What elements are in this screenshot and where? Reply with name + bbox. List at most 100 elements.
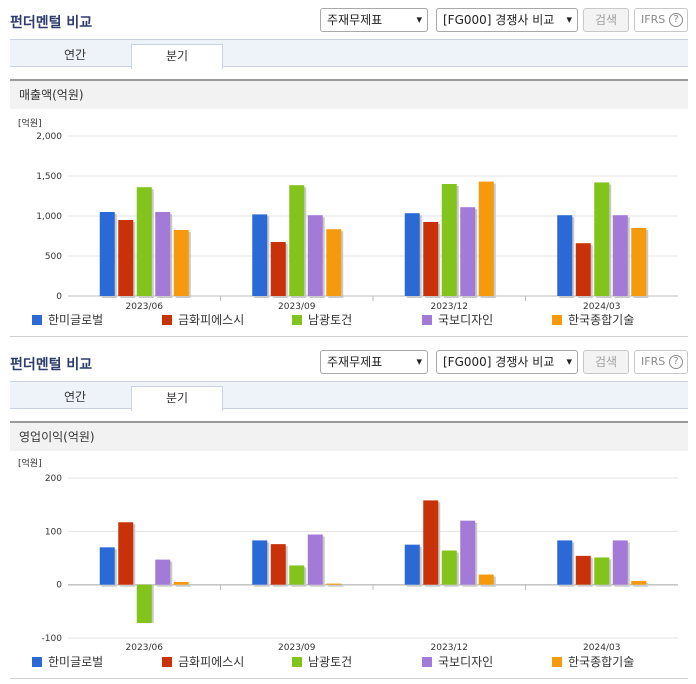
legend-item[interactable]: 금화피에스시 xyxy=(162,312,244,330)
bar xyxy=(307,534,323,585)
legend-swatch xyxy=(422,315,432,325)
help-icon[interactable]: ? xyxy=(669,355,683,369)
x-tick-label: 2023/06 xyxy=(126,302,164,310)
legend-label: 국보디자인 xyxy=(438,313,494,327)
legend-label: 한미글로벌 xyxy=(48,655,104,669)
x-tick-label: 2024/03 xyxy=(583,302,620,310)
y-tick-label: -100 xyxy=(42,634,63,644)
y-tick-label: 0 xyxy=(56,292,62,302)
legend-label: 금화피에스시 xyxy=(178,655,245,669)
legend-label: 금화피에스시 xyxy=(178,313,245,327)
bar xyxy=(326,229,342,296)
statement-select[interactable]: 주재무제표 ▾ xyxy=(320,8,428,32)
divider xyxy=(10,678,688,679)
bar-shadow xyxy=(328,585,344,587)
legend-label: 한미글로벌 xyxy=(48,313,104,327)
chevron-down-icon: ▾ xyxy=(416,355,422,368)
legend-swatch xyxy=(292,657,302,667)
bar xyxy=(173,582,189,585)
legend-item[interactable]: 한국종합기술 xyxy=(552,654,634,672)
ifrs-button[interactable]: IFRS? xyxy=(634,350,688,374)
legend-label: 남광토건 xyxy=(308,313,353,327)
ifrs-button[interactable]: IFRS? xyxy=(634,8,688,32)
bar xyxy=(118,522,134,585)
legend-swatch xyxy=(32,315,42,325)
bar xyxy=(155,212,171,296)
y-tick-label: 2,000 xyxy=(36,132,62,142)
chevron-down-icon: ▾ xyxy=(416,13,422,26)
x-tick-label: 2023/12 xyxy=(431,302,468,310)
bar xyxy=(173,230,189,296)
period-tabbar: 연간 분기 xyxy=(10,39,688,69)
legend-item[interactable]: 한미글로벌 xyxy=(32,654,103,672)
legend-swatch xyxy=(552,315,562,325)
tab-quarterly[interactable]: 분기 xyxy=(131,386,223,411)
bar xyxy=(575,555,591,585)
period-tabbar: 연간 분기 xyxy=(10,381,688,411)
help-icon[interactable]: ? xyxy=(669,13,683,27)
legend-swatch xyxy=(422,657,432,667)
legend-swatch xyxy=(32,657,42,667)
y-tick-label: 0 xyxy=(56,581,62,591)
y-tick-label: 500 xyxy=(45,252,62,262)
bar xyxy=(460,520,476,585)
bar xyxy=(557,540,573,585)
bar xyxy=(252,214,268,296)
legend-item[interactable]: 남광토건 xyxy=(292,654,352,672)
bar xyxy=(423,222,439,296)
x-tick-label: 2024/03 xyxy=(583,643,620,652)
bar-shadow xyxy=(633,582,649,587)
bar xyxy=(441,550,457,585)
tab-annual[interactable]: 연간 xyxy=(63,48,87,62)
bar xyxy=(441,184,457,296)
x-tick-label: 2023/12 xyxy=(431,643,468,652)
bar xyxy=(612,215,628,296)
legend-label: 한국종합기술 xyxy=(568,655,635,669)
legend-item[interactable]: 국보디자인 xyxy=(422,312,493,330)
legend-item[interactable]: 한국종합기술 xyxy=(552,312,634,330)
bar xyxy=(478,181,494,296)
x-tick-label: 2023/09 xyxy=(278,643,316,652)
bar xyxy=(631,228,647,296)
bar xyxy=(404,213,420,296)
tab-quarterly[interactable]: 분기 xyxy=(131,44,223,69)
legend-item[interactable]: 한미글로벌 xyxy=(32,312,103,330)
statement-select[interactable]: 주재무제표 ▾ xyxy=(320,350,428,374)
bar xyxy=(118,220,134,296)
ifrs-label: IFRS xyxy=(641,13,666,26)
bar xyxy=(289,565,305,585)
peer-select[interactable]: [FG000] 경쟁사 비교 ▾ xyxy=(436,8,578,32)
bar xyxy=(99,547,115,585)
section-title: 영업이익(억원) xyxy=(10,421,688,451)
legend-label: 남광토건 xyxy=(308,655,353,669)
chevron-down-icon: ▾ xyxy=(566,13,572,26)
legend-item[interactable]: 남광토건 xyxy=(292,312,352,330)
legend-item[interactable]: 금화피에스시 xyxy=(162,654,244,672)
section-title: 매출액(억원) xyxy=(10,79,688,109)
bar xyxy=(270,544,286,585)
chart-legend: 한미글로벌 금화피에스시 남광토건 국보디자인 한국종합기술 xyxy=(10,312,688,330)
bar xyxy=(270,242,286,296)
statement-select-value: 주재무제표 xyxy=(327,13,383,27)
operating-profit-chart-svg: [억원]200 100 0 -100 2023/06 2023/09 2023/12 2024… xyxy=(18,457,678,652)
search-button[interactable]: 검색 xyxy=(583,8,629,32)
bar xyxy=(423,500,439,585)
fundamental-panel-operating-profit: 펀더멘털 비교 주재무제표 ▾ [FG000] 경쟁사 비교 ▾ 검색 IFRS? … xyxy=(0,342,696,684)
bar xyxy=(307,215,323,296)
chart-legend: 한미글로벌 금화피에스시 남광토건 국보디자인 한국종합기술 xyxy=(10,654,688,672)
legend-label: 국보디자인 xyxy=(438,655,494,669)
operating-profit-chart: [억원] 200 100 0 -100 2023/06 2023/09 2023/12 2024… xyxy=(10,452,688,652)
bar xyxy=(575,243,591,296)
bar xyxy=(155,559,171,585)
bar-shadow xyxy=(175,584,191,587)
bar xyxy=(404,544,420,585)
divider xyxy=(10,336,688,337)
legend-swatch xyxy=(162,315,172,325)
bar xyxy=(289,185,305,296)
search-button[interactable]: 검색 xyxy=(583,350,629,374)
chevron-down-icon: ▾ xyxy=(566,355,572,368)
legend-item[interactable]: 국보디자인 xyxy=(422,654,493,672)
legend-swatch xyxy=(292,315,302,325)
peer-select[interactable]: [FG000] 경쟁사 비교 ▾ xyxy=(436,350,578,374)
tab-annual[interactable]: 연간 xyxy=(63,390,87,404)
